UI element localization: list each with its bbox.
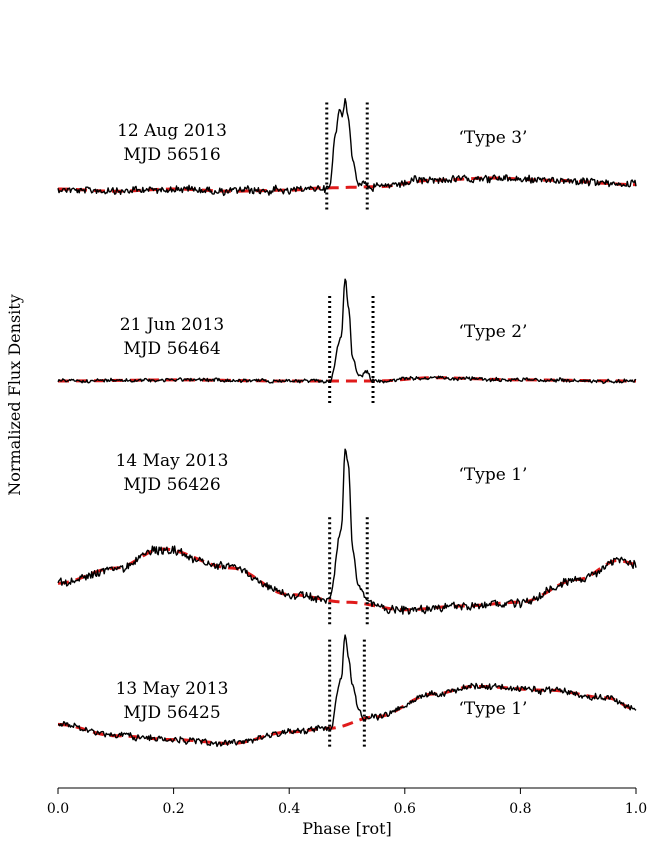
profile-curve-0 [57,98,637,197]
panel-mjd-2: MJD 56426 [123,475,220,495]
model-curve-2 [57,547,637,612]
x-tick-label-5: 1.0 [625,801,647,817]
x-tick-label-2: 0.4 [278,801,300,817]
panel-mjd-0: MJD 56516 [123,145,220,165]
plot-area [57,98,637,748]
x-tick-label-1: 0.2 [162,801,184,817]
profile-curve-3 [58,634,637,748]
panel-date-3: 13 May 2013 [116,679,229,699]
panel-type-3: ‘Type 1’ [459,699,528,719]
panel-mjd-3: MJD 56425 [123,703,220,723]
x-tick-label-4: 0.8 [509,801,531,817]
panel-type-2: ‘Type 1’ [459,465,528,485]
panel-type-1: ‘Type 2’ [459,322,528,342]
x-tick-label-3: 0.6 [394,801,416,817]
panel-date-0: 12 Aug 2013 [117,121,227,141]
x-tick-label-0: 0.0 [47,801,69,817]
panel-date-1: 21 Jun 2013 [120,315,224,335]
y-axis-label: Normalized Flux Density [5,294,24,495]
x-axis-ticks: 0.0 0.2 0.4 0.6 0.8 1.0 [47,788,647,817]
profile-curve-1 [57,278,637,385]
panel-mjd-1: MJD 56464 [123,339,220,359]
panel-date-2: 14 May 2013 [116,451,229,471]
profile-curve-2 [57,448,637,615]
panel-type-0: ‘Type 3’ [459,128,528,148]
x-axis-label: Phase [rot] [302,819,392,838]
